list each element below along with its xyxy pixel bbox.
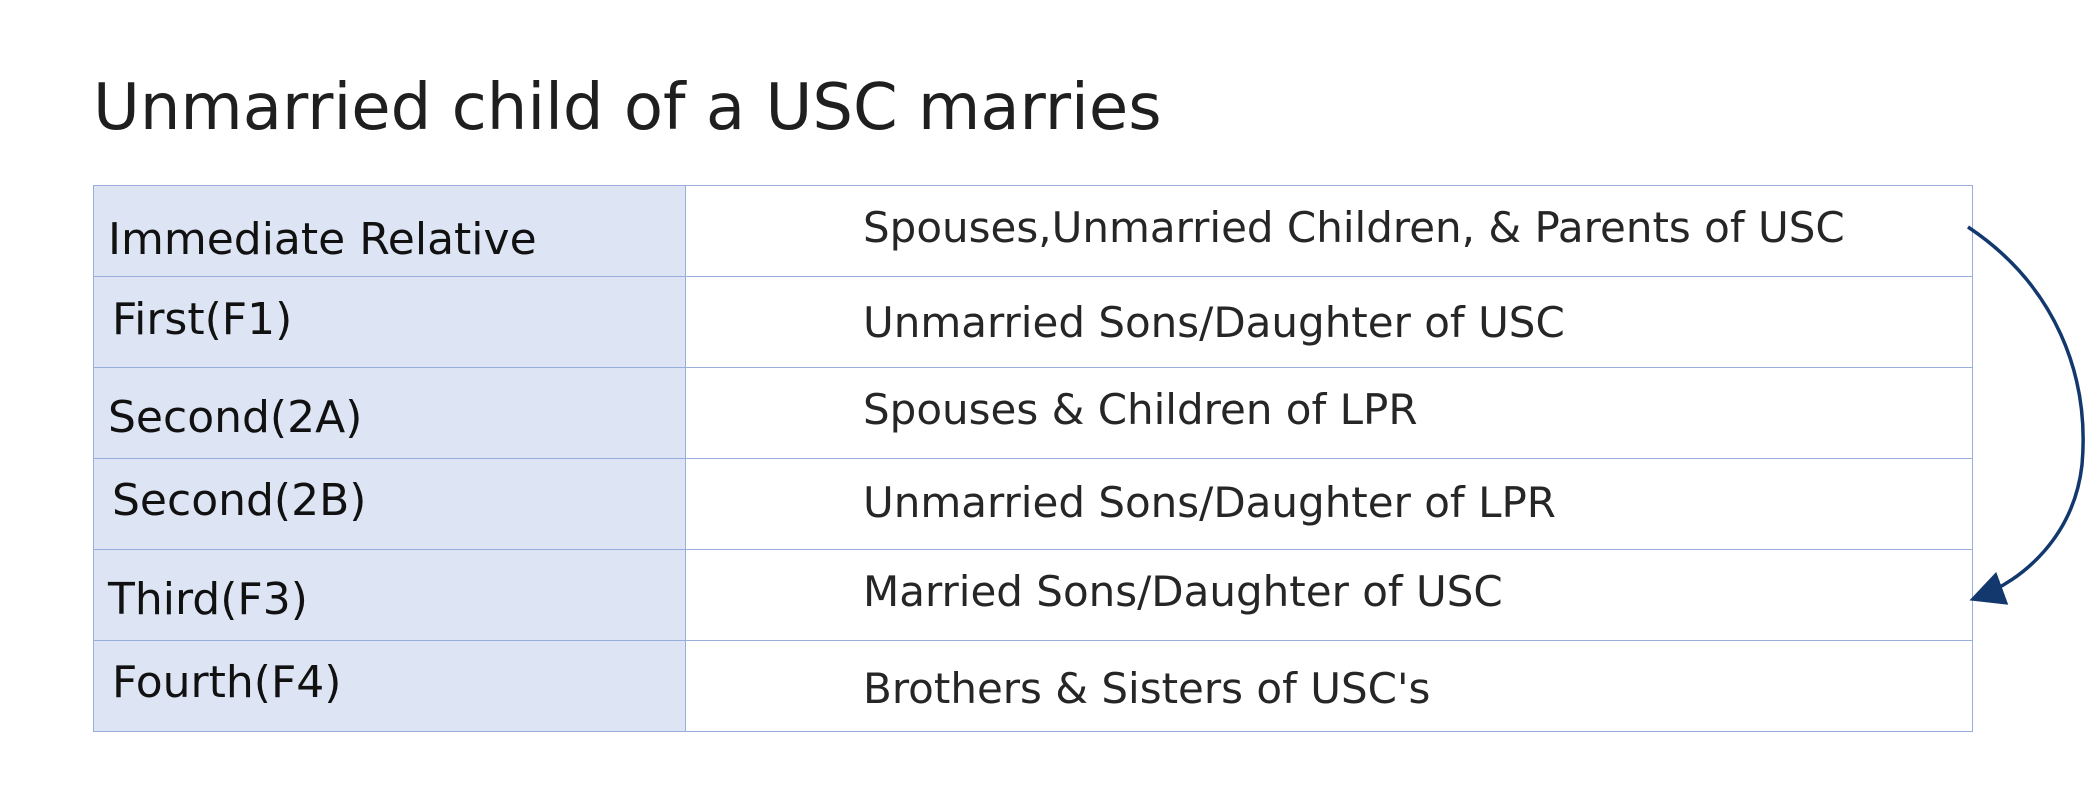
- category-label-cell: Third(F3): [93, 549, 686, 641]
- category-description: Unmarried Sons/Daughter of LPR: [863, 477, 1556, 527]
- table-row: Fourth(F4) Brothers & Sisters of USC's: [93, 640, 1973, 732]
- category-label: First(F1): [112, 293, 293, 345]
- category-label-cell: First(F1): [93, 276, 686, 368]
- category-label: Third(F3): [108, 573, 308, 625]
- category-description-cell: Brothers & Sisters of USC's: [685, 640, 1973, 732]
- category-description-cell: Married Sons/Daughter of USC: [685, 549, 1973, 641]
- table-row: Second(2A) Spouses & Children of LPR: [93, 367, 1973, 459]
- category-label: Second(2A): [108, 391, 363, 443]
- category-label: Fourth(F4): [112, 656, 342, 708]
- table-row: First(F1) Unmarried Sons/Daughter of USC: [93, 276, 1973, 368]
- category-description-cell: Unmarried Sons/Daughter of LPR: [685, 458, 1973, 550]
- table-row: Third(F3) Married Sons/Daughter of USC: [93, 549, 1973, 641]
- category-description-cell: Spouses & Children of LPR: [685, 367, 1973, 459]
- table-row: Second(2B) Unmarried Sons/Daughter of LP…: [93, 458, 1973, 550]
- category-label: Second(2B): [112, 474, 367, 526]
- category-description: Spouses,Unmarried Children, & Parents of…: [863, 202, 1845, 252]
- category-label: Immediate Relative: [108, 213, 537, 265]
- category-description: Spouses & Children of LPR: [863, 384, 1418, 434]
- category-label-cell: Immediate Relative: [93, 185, 686, 277]
- curved-arrow-icon: [1967, 225, 2085, 605]
- table-row: Immediate Relative Spouses,Unmarried Chi…: [93, 185, 1973, 277]
- arrow-path: [1967, 225, 2085, 605]
- category-description-cell: Unmarried Sons/Daughter of USC: [685, 276, 1973, 368]
- preference-category-table: Immediate Relative Spouses,Unmarried Chi…: [93, 185, 1973, 732]
- category-label-cell: Second(2A): [93, 367, 686, 459]
- slide-title: Unmarried child of a USC marries: [93, 71, 1162, 145]
- category-description: Married Sons/Daughter of USC: [863, 566, 1503, 616]
- category-description: Unmarried Sons/Daughter of USC: [863, 297, 1565, 347]
- category-description-cell: Spouses,Unmarried Children, & Parents of…: [685, 185, 1973, 277]
- category-label-cell: Second(2B): [93, 458, 686, 550]
- category-description: Brothers & Sisters of USC's: [863, 663, 1431, 713]
- category-label-cell: Fourth(F4): [93, 640, 686, 732]
